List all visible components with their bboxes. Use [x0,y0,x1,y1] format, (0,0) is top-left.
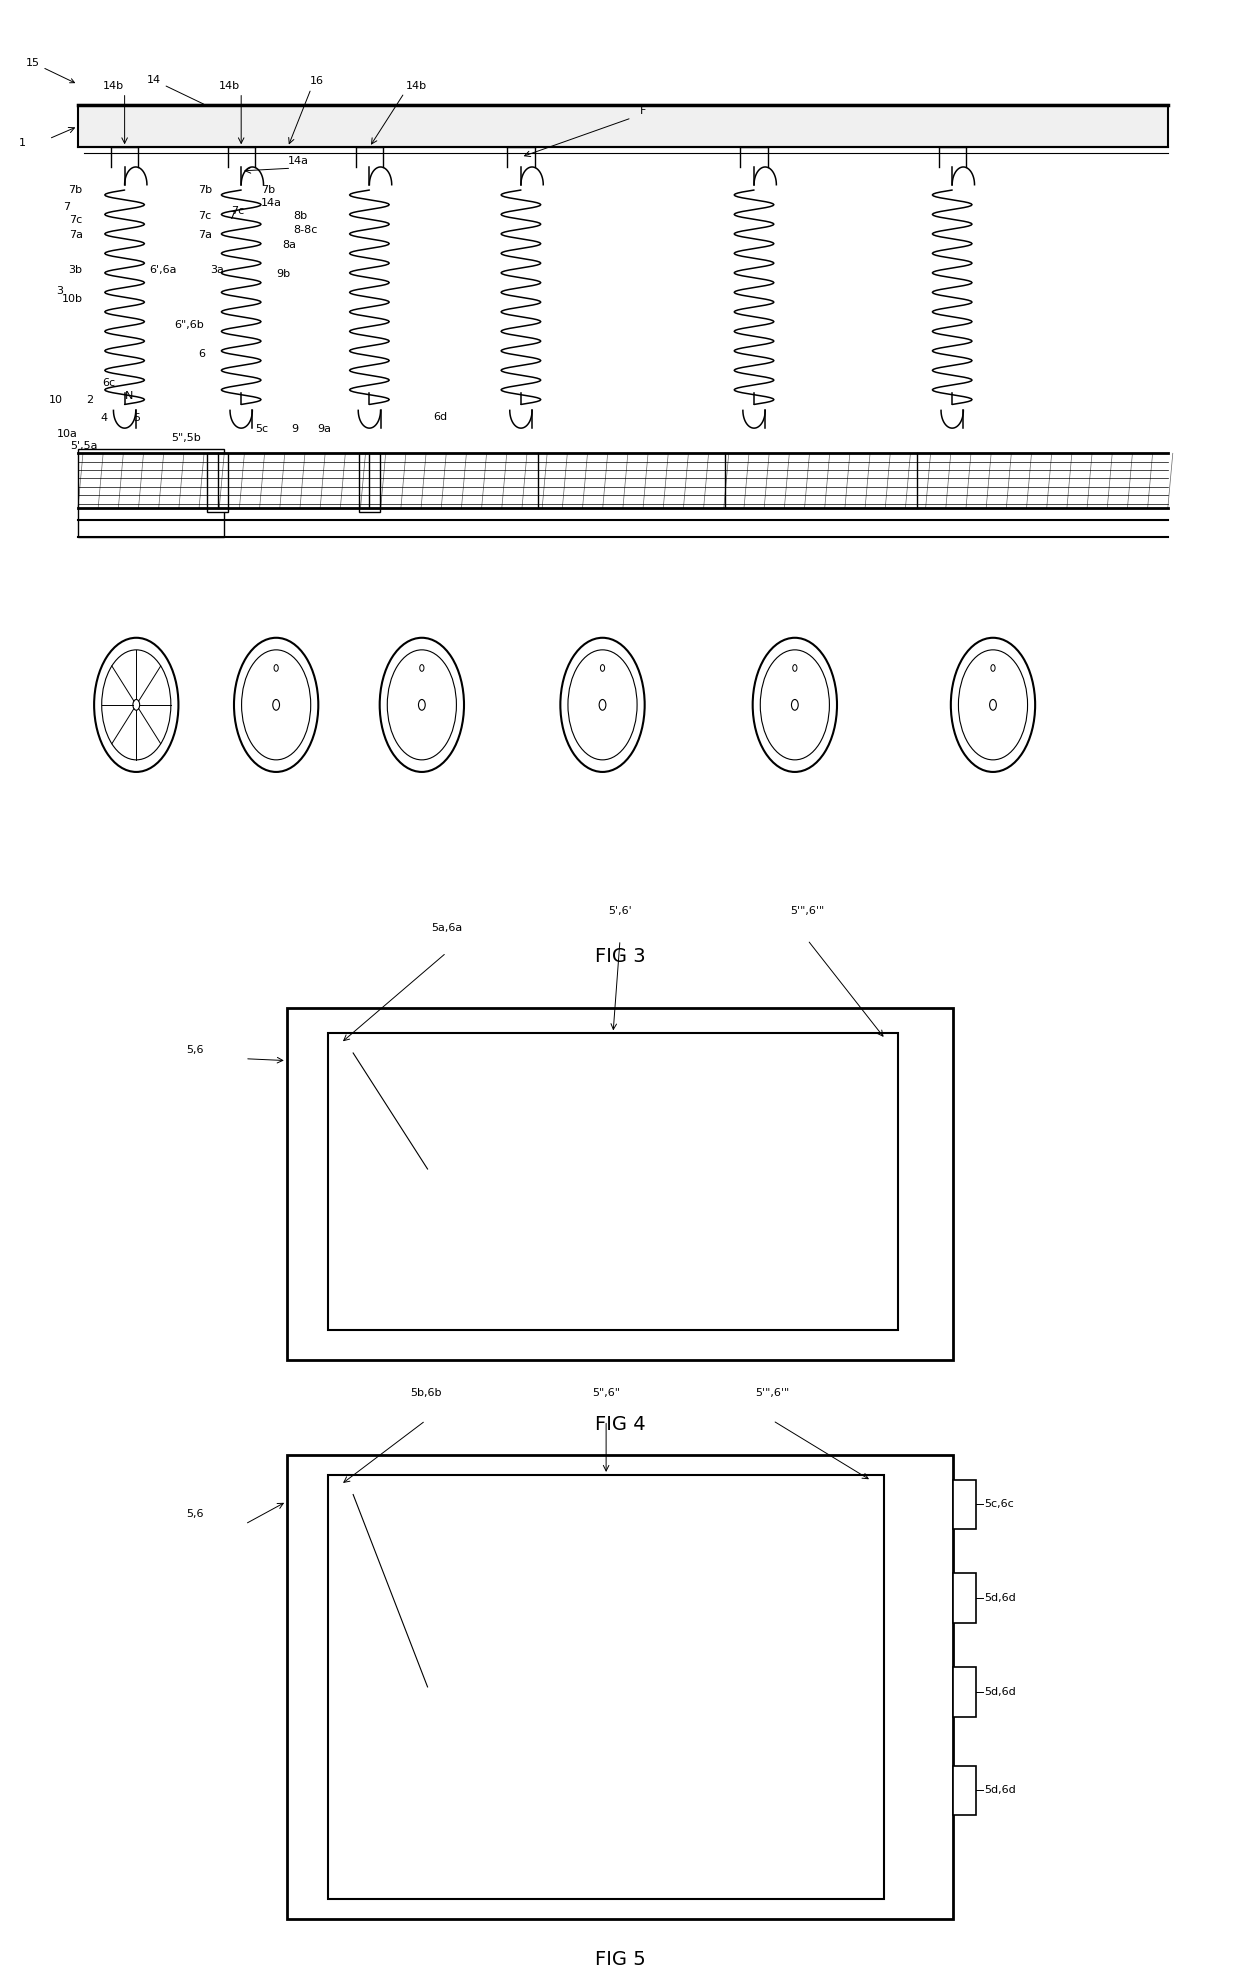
Bar [329,1476,884,1898]
Text: FIG 3: FIG 3 [595,947,645,967]
Text: 5',6': 5',6' [608,906,632,917]
Bar [286,1008,954,1359]
Text: 3b: 3b [68,264,83,274]
Text: 7: 7 [228,211,236,221]
Text: 5'",6'": 5'",6'" [790,906,825,917]
Text: 14b: 14b [103,81,124,91]
Text: 4: 4 [100,414,107,424]
Text: 7c: 7c [232,207,244,217]
Text: 8a: 8a [281,241,296,251]
Bar [78,105,1168,148]
Text: 5d,6d: 5d,6d [985,1592,1016,1604]
Text: 10: 10 [48,395,63,404]
Text: 5c: 5c [255,424,268,434]
Text: 5'",6'": 5'",6'" [755,1387,790,1399]
Text: 2: 2 [86,395,93,404]
Bar [207,454,228,511]
Text: 14: 14 [146,75,203,105]
Text: F: F [640,107,646,116]
Text: 10a: 10a [57,428,78,438]
Bar [954,1766,976,1815]
Text: 9: 9 [291,424,299,434]
Bar [329,1034,898,1330]
Text: 7: 7 [63,201,69,213]
Text: 6',6a: 6',6a [149,264,176,274]
Text: 16: 16 [310,77,324,87]
Text: 14b: 14b [405,81,427,91]
Text: 7a: 7a [198,229,212,241]
Text: 5d,6d: 5d,6d [985,1687,1016,1697]
Bar [358,454,379,511]
Text: 5",6": 5",6" [593,1387,620,1399]
Text: 9a: 9a [317,424,331,434]
Text: 14a: 14a [288,156,309,166]
Text: 6c: 6c [102,379,115,389]
Text: FIG 4: FIG 4 [595,1415,645,1434]
Text: 5d,6d: 5d,6d [985,1786,1016,1795]
Text: 5b,6b: 5b,6b [409,1387,441,1399]
Text: 9b: 9b [277,268,290,280]
Text: 7c: 7c [198,211,211,221]
Text: 14b: 14b [219,81,241,91]
Bar [954,1480,976,1529]
Text: 7b: 7b [198,185,212,195]
Bar [78,450,223,537]
Text: 14a: 14a [260,197,281,207]
Text: 8b: 8b [294,211,308,221]
Text: 3a: 3a [210,264,223,274]
Text: 1: 1 [19,138,26,148]
Text: 5,6: 5,6 [186,1046,203,1056]
Text: 3: 3 [56,286,63,296]
Bar [286,1456,954,1918]
Text: 5",5b: 5",5b [171,432,201,442]
Text: 6d: 6d [434,412,448,422]
Text: 7b: 7b [68,185,83,195]
Bar [954,1667,976,1717]
Text: 5a,6a: 5a,6a [430,923,463,933]
Text: FIG 5: FIG 5 [595,1949,645,1969]
Text: 7b: 7b [260,185,275,195]
Bar [954,1574,976,1622]
Text: N: N [124,391,133,401]
Text: 15: 15 [26,57,74,83]
Text: 5c,6c: 5c,6c [985,1499,1014,1509]
Text: 6: 6 [198,349,205,359]
Text: 10b: 10b [62,294,83,304]
Text: 8-8c: 8-8c [294,225,317,235]
Text: 5: 5 [133,414,140,424]
Text: 7a: 7a [68,229,83,241]
Text: 5,6: 5,6 [186,1509,203,1519]
Text: 7c: 7c [69,215,83,225]
Text: 6",6b: 6",6b [175,320,205,329]
Text: 5',5a: 5',5a [71,442,98,452]
